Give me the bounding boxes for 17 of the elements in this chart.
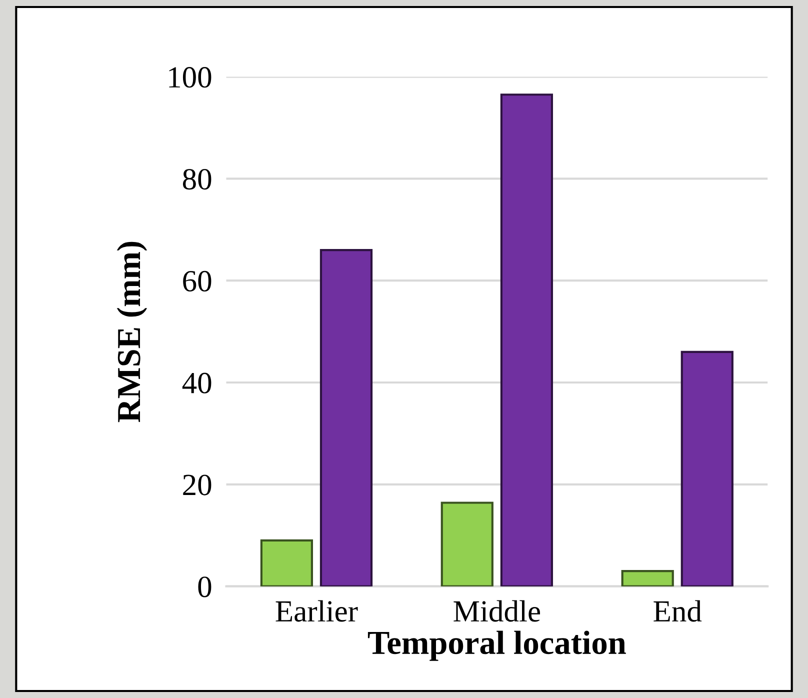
y-tick-label: 0: [198, 576, 212, 598]
y-tick-label: 40: [182, 372, 212, 394]
bar: [500, 94, 554, 586]
y-tick-label: 80: [182, 168, 212, 190]
x-tick-label: Middle: [454, 600, 540, 622]
y-tick-label: 20: [183, 474, 212, 496]
bar: [260, 539, 313, 586]
x-tick-label: End: [654, 600, 702, 622]
x-axis-title: Temporal location: [368, 630, 626, 661]
bar: [680, 350, 734, 586]
bar: [621, 570, 674, 586]
y-tick-label: 60: [183, 270, 212, 292]
y-axis-title: RMSE (mm): [116, 242, 148, 422]
bar: [320, 248, 373, 586]
bar: [440, 502, 494, 586]
y-tick-label: 100: [169, 67, 212, 88]
x-tick-label: Earlier: [276, 600, 358, 622]
